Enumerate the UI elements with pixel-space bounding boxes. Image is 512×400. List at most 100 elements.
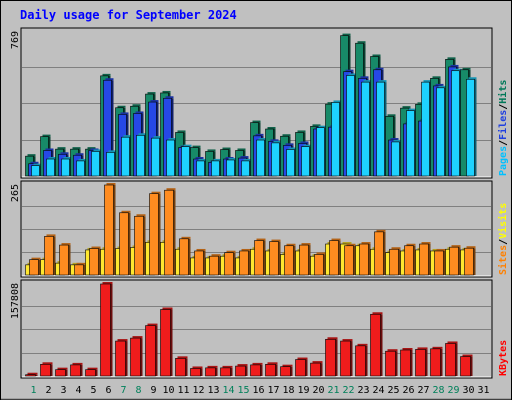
bar-sites-day-27 xyxy=(419,242,431,276)
bar-sites-day-24 xyxy=(374,229,386,276)
bar-kbytes-day-20 xyxy=(310,361,323,377)
x-tick-label: 28 xyxy=(432,385,444,396)
x-tick-label: 27 xyxy=(417,385,429,396)
x-tick-label: 15 xyxy=(237,385,249,396)
panel-bottom: 157808 KBytes xyxy=(10,279,509,379)
bar-kbytes-day-1 xyxy=(25,372,38,377)
bar-sites-day-19 xyxy=(299,243,311,276)
bar-sites-day-23 xyxy=(359,242,371,276)
bar-pages-day-23 xyxy=(361,80,372,177)
bar-kbytes-day-12 xyxy=(190,366,203,377)
x-tick-label: 2 xyxy=(45,385,51,396)
bar-sites-day-15 xyxy=(239,248,251,276)
legend-entry: KBytes xyxy=(498,340,509,376)
bar-pages-day-9 xyxy=(151,136,162,177)
bar-sites-day-2 xyxy=(44,234,56,276)
panel-legend: Sites/Visits xyxy=(497,203,509,275)
bar-pages-day-10 xyxy=(166,138,177,177)
bar-pages-day-15 xyxy=(241,158,252,177)
bar-pages-day-12 xyxy=(196,158,207,177)
bar-sites-day-21 xyxy=(329,238,341,276)
bar-pages-day-25 xyxy=(391,139,402,177)
bar-sites-day-26 xyxy=(404,243,416,276)
bar-kbytes-day-7 xyxy=(115,339,128,377)
bar-kbytes-day-19 xyxy=(295,357,308,377)
x-tick-label: 14 xyxy=(222,385,234,396)
x-tick-label: 30 xyxy=(462,385,474,396)
legend-entry: Files xyxy=(497,110,509,140)
x-tick-label: 22 xyxy=(342,385,354,396)
x-tick-label: 9 xyxy=(150,385,156,396)
bar-kbytes-day-8 xyxy=(130,336,143,377)
bar-pages-day-29 xyxy=(451,68,462,177)
bar-pages-day-16 xyxy=(256,138,267,177)
bar-sites-day-14 xyxy=(224,250,236,276)
bar-kbytes-day-22 xyxy=(340,339,353,377)
bar-pages-day-7 xyxy=(121,135,132,177)
bar-pages-day-24 xyxy=(376,80,387,177)
bar-kbytes-day-6 xyxy=(100,282,113,377)
bar-sites-day-13 xyxy=(209,254,221,276)
bar-pages-day-27 xyxy=(421,80,432,177)
bar-pages-day-30 xyxy=(466,77,477,177)
chart-title: Daily usage for September 2024 xyxy=(20,8,237,22)
bar-kbytes-day-18 xyxy=(280,364,293,377)
legend-entry: / xyxy=(498,140,509,146)
bar-sites-day-5 xyxy=(89,246,101,276)
panel-max-label: 769 xyxy=(10,31,21,49)
x-tick-label: 19 xyxy=(297,385,309,396)
bar-pages-day-19 xyxy=(301,144,312,177)
bar-sites-day-12 xyxy=(194,248,206,276)
bar-pages-day-8 xyxy=(136,133,147,177)
bar-sites-day-29 xyxy=(449,245,461,276)
panel-legend: Pages/Files/Hits xyxy=(497,80,509,176)
panel-middle: 265 Sites/Visits xyxy=(10,180,509,278)
x-tick-label: 23 xyxy=(357,385,369,396)
chart-panels: 769Pages/Files/Hits265Sites/Visits157808… xyxy=(10,27,509,379)
bar-kbytes-day-23 xyxy=(355,343,368,377)
bar-sites-day-30 xyxy=(464,246,476,276)
bar-sites-day-3 xyxy=(59,243,71,276)
x-tick-label: 20 xyxy=(312,385,324,396)
bar-sites-day-22 xyxy=(344,243,356,276)
x-tick-label: 3 xyxy=(60,385,66,396)
bar-pages-day-17 xyxy=(271,140,282,177)
bar-kbytes-day-29 xyxy=(445,341,458,377)
legend-entry: Visits xyxy=(497,203,509,239)
panel-legend: KBytes xyxy=(498,340,509,376)
bar-kbytes-day-5 xyxy=(85,367,98,377)
bar-sites-day-8 xyxy=(134,214,146,276)
legend-entry: Pages xyxy=(498,146,509,176)
bar-pages-day-11 xyxy=(181,144,192,177)
bar-sites-day-10 xyxy=(164,188,176,276)
bar-pages-day-22 xyxy=(346,73,357,177)
bar-kbytes-day-24 xyxy=(370,312,383,377)
bar-pages-day-1 xyxy=(31,163,42,177)
bar-kbytes-day-3 xyxy=(55,367,68,377)
bar-kbytes-day-9 xyxy=(145,323,158,377)
bar-pages-day-5 xyxy=(91,149,102,177)
bar-pages-day-21 xyxy=(331,100,342,177)
bar-kbytes-day-2 xyxy=(40,362,53,377)
bar-pages-day-6 xyxy=(106,150,117,177)
bar-kbytes-day-21 xyxy=(325,337,338,377)
bar-sites-day-11 xyxy=(179,236,191,276)
bar-pages-day-28 xyxy=(436,85,447,177)
bar-sites-day-7 xyxy=(119,210,131,276)
x-tick-label: 8 xyxy=(135,385,141,396)
x-tick-label: 17 xyxy=(267,385,279,396)
legend-entry: Hits xyxy=(497,80,509,104)
x-tick-label: 31 xyxy=(477,385,489,396)
bar-sites-day-6 xyxy=(104,183,116,276)
bar-kbytes-day-14 xyxy=(220,365,233,377)
legend-entry: Sites xyxy=(497,245,509,275)
bar-pages-day-20 xyxy=(316,125,327,177)
bar-pages-day-4 xyxy=(76,158,87,177)
x-tick-label: 4 xyxy=(75,385,81,396)
bar-pages-day-18 xyxy=(286,147,297,177)
bar-sites-day-18 xyxy=(284,243,296,276)
bar-sites-day-28 xyxy=(434,248,446,276)
panel-max-label: 157808 xyxy=(10,283,21,319)
x-tick-label: 29 xyxy=(447,385,459,396)
